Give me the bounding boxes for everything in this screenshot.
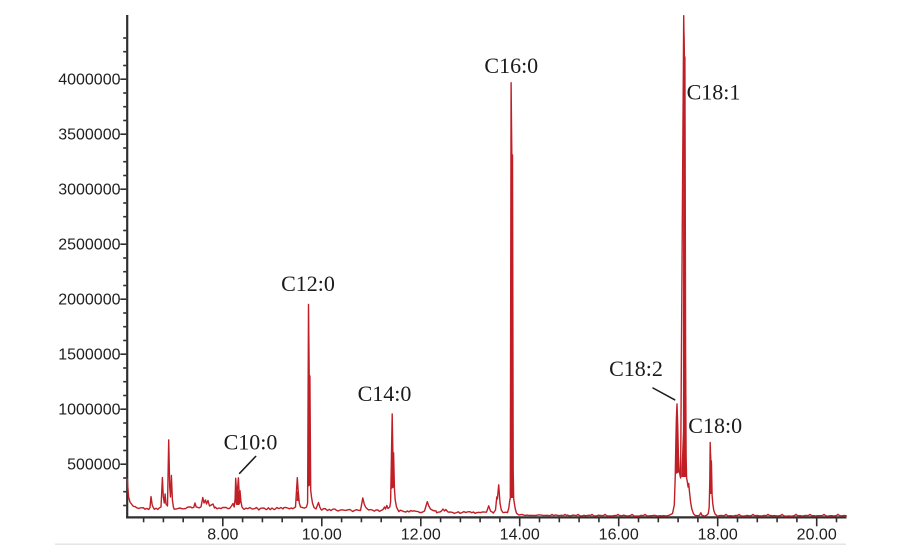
svg-text:2000000: 2000000 xyxy=(58,292,120,309)
svg-text:8.00: 8.00 xyxy=(207,527,238,544)
svg-text:3000000: 3000000 xyxy=(58,182,120,199)
svg-text:10.00: 10.00 xyxy=(302,527,342,544)
svg-text:C12:0: C12:0 xyxy=(281,271,335,296)
svg-text:500000: 500000 xyxy=(67,457,120,474)
svg-text:3500000: 3500000 xyxy=(58,127,120,144)
svg-text:1000000: 1000000 xyxy=(58,402,120,419)
svg-text:C18:1: C18:1 xyxy=(687,79,741,104)
svg-text:16.00: 16.00 xyxy=(599,527,639,544)
svg-text:18.00: 18.00 xyxy=(698,527,738,544)
svg-text:20.00: 20.00 xyxy=(797,527,837,544)
svg-text:14.00: 14.00 xyxy=(500,527,540,544)
svg-text:C18:2: C18:2 xyxy=(609,356,663,381)
svg-text:12.00: 12.00 xyxy=(401,527,441,544)
svg-text:1500000: 1500000 xyxy=(58,347,120,364)
svg-text:4000000: 4000000 xyxy=(58,72,120,89)
svg-text:C16:0: C16:0 xyxy=(484,53,538,78)
svg-text:C14:0: C14:0 xyxy=(358,381,412,406)
svg-text:C18:0: C18:0 xyxy=(688,413,742,438)
svg-text:2500000: 2500000 xyxy=(58,237,120,254)
svg-text:C10:0: C10:0 xyxy=(224,430,278,455)
